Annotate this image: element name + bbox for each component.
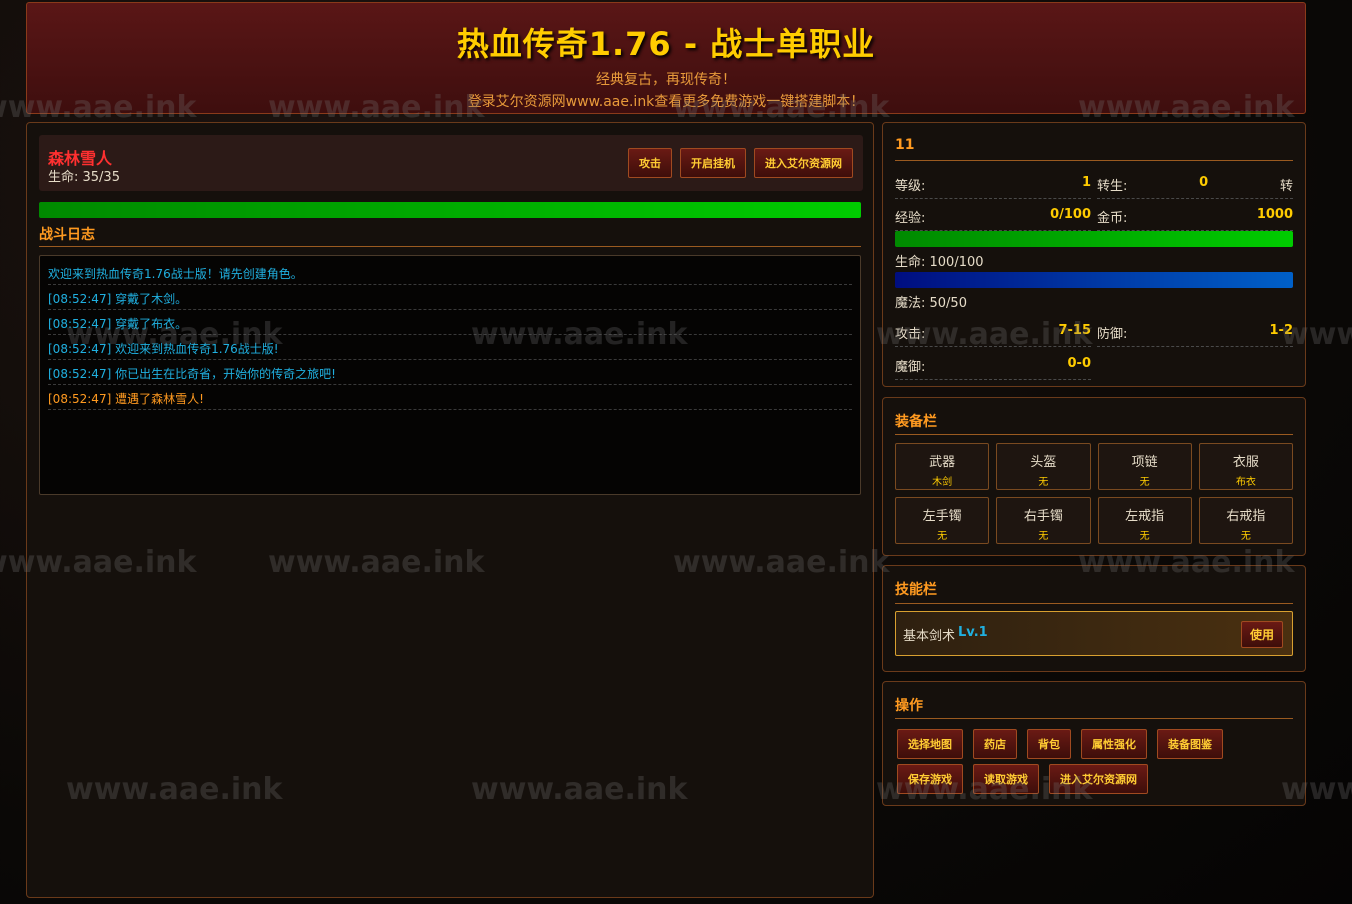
slot-name: 右戒指 (1226, 509, 1266, 524)
skill-level: Lv.1 (958, 625, 988, 640)
action-button[interactable]: 保存游戏 (897, 764, 963, 794)
player-hp-label: 生命: 100/100 (895, 255, 984, 270)
slot-item: 无 (1240, 531, 1251, 542)
equipment-slot[interactable]: 衣服 布衣 (1198, 443, 1293, 490)
monster-hp: 生命: 35/35 (48, 170, 120, 185)
auto-battle-button[interactable]: 开启挂机 (680, 148, 746, 178)
slot-item: 木剑 (932, 477, 953, 488)
attack-value: 7-15 (1058, 323, 1091, 338)
slot-item: 无 (937, 531, 948, 542)
monster-name: 森林雪人 (48, 149, 113, 168)
equipment-slot[interactable]: 项链无 (1097, 443, 1192, 490)
skills-title: 技能栏 (895, 582, 937, 598)
slot-name: 右手镯 (1023, 509, 1063, 524)
equipment-slot[interactable]: 左戒指无 (1097, 497, 1192, 544)
equipment-slot[interactable]: 右戒指无 (1198, 497, 1293, 544)
rebirth-stat: 转生: 0 转 (1097, 171, 1293, 199)
player-hp-bar (895, 231, 1293, 247)
skill-item: 基本剑术 Lv.1 使用 (895, 611, 1293, 656)
action-button[interactable]: 选择地图 (897, 729, 963, 759)
action-button[interactable]: 进入艾尔资源网 (1049, 764, 1148, 794)
magic-defense-label: 魔御: (895, 360, 926, 375)
skill-name: 基本剑术 (903, 629, 956, 644)
subtitle: 经典复古，再现传奇！ (596, 72, 736, 88)
rebirth-label: 转生: (1097, 179, 1128, 194)
battle-panel: 森林雪人 生命: 35/35 攻击 开启挂机 进入艾尔资源网 战斗日志 欢迎来到… (26, 122, 874, 898)
equipment-slot[interactable]: 左手镯无 (895, 497, 990, 544)
defense-label: 防御: (1097, 327, 1128, 342)
slot-name: 衣服 (1232, 455, 1259, 470)
level-label: 等级: (895, 179, 926, 194)
divider (39, 246, 861, 247)
slot-item: 无 (1139, 531, 1150, 542)
log-entry: [08:52:47] 遭遇了森林雪人! (48, 385, 852, 410)
log-entry: [08:52:47] 你已出生在比奇省，开始你的传奇之旅吧! (48, 360, 852, 385)
slot-name: 左手镯 (922, 509, 962, 524)
rebirth-value: 0 (1199, 175, 1209, 190)
action-button[interactable]: 属性强化 (1081, 729, 1147, 759)
character-panel: 11 等级: 1 转生: 0 转 经验: 0/100 金币: 1000 生命: 100/1… (882, 122, 1306, 387)
slot-name: 武器 (929, 455, 956, 470)
log-entry: 欢迎来到热血传奇1.76战士版！请先创建角色。 (48, 260, 852, 285)
defense-stat: 防御: 1-2 (1097, 319, 1293, 347)
equipment-slot[interactable]: 右手镯无 (996, 497, 1091, 544)
slot-item: 布衣 (1235, 477, 1256, 488)
player-mp-label: 魔法: 50/50 (895, 296, 967, 311)
log-entry: [08:52:47] 穿戴了木剑。 (48, 285, 852, 310)
divider (895, 160, 1293, 161)
promo-text: 登录艾尔资源网www.aae.ink查看更多免费游戏一键搭建脚本！ (467, 94, 865, 110)
use-skill-button[interactable]: 使用 (1240, 621, 1283, 648)
rebirth-unit: 转 (1279, 179, 1293, 194)
slot-name: 左戒指 (1125, 509, 1165, 524)
divider (895, 603, 1293, 604)
action-button[interactable]: 装备图鉴 (1157, 729, 1223, 759)
gold-value: 1000 (1256, 207, 1293, 222)
exp-label: 经验: (895, 211, 926, 226)
action-button[interactable]: 背包 (1027, 729, 1071, 759)
log-entry: [08:52:47] 穿戴了布衣。 (48, 310, 852, 335)
battle-log[interactable]: 欢迎来到热血传奇1.76战士版！请先创建角色。 [08:52:47] 穿戴了木剑。… (39, 255, 861, 495)
divider (895, 718, 1293, 719)
equipment-panel: 装备栏 武器 木剑 头盔无项链无衣服 布衣 左手镯无右手镯无左戒指无右戒指无 (882, 397, 1306, 556)
actions-panel: 操作 选择地图 药店 背包 属性强化 装备图鉴保存游戏 读取游戏 进入艾尔资源网 (882, 681, 1306, 806)
skills-panel: 技能栏 基本剑术 Lv.1 使用 (882, 565, 1306, 672)
attack-label: 攻击: (895, 327, 926, 342)
exp-value: 0/100 (1050, 207, 1091, 222)
attack-stat: 攻击: 7-15 (895, 319, 1091, 347)
battle-log-title: 战斗日志 (39, 227, 95, 243)
action-button[interactable]: 药店 (973, 729, 1017, 759)
visit-site-button[interactable]: 进入艾尔资源网 (754, 148, 853, 178)
monster-hp-bar (39, 202, 861, 218)
gold-label: 金币: (1097, 211, 1128, 226)
log-entry: [08:52:47] 欢迎来到热血传奇1.76战士版! (48, 335, 852, 360)
equipment-slot[interactable]: 武器 木剑 (895, 443, 990, 490)
level-stat: 等级: 1 (895, 171, 1091, 199)
equipment-title: 装备栏 (895, 414, 937, 430)
player-name: 11 (895, 137, 915, 153)
slot-name: 项链 (1131, 455, 1158, 470)
exp-stat: 经验: 0/100 (895, 203, 1091, 231)
equipment-slot[interactable]: 头盔无 (996, 443, 1091, 490)
game-header: 热血传奇1.76 - 战士单职业 经典复古，再现传奇！ 登录艾尔资源网www.a… (26, 2, 1306, 114)
defense-value: 1-2 (1269, 323, 1294, 338)
slot-item: 无 (1038, 531, 1049, 542)
slot-item: 无 (1038, 477, 1049, 488)
attack-button[interactable]: 攻击 (628, 148, 672, 178)
level-value: 1 (1081, 175, 1091, 190)
gold-stat: 金币: 1000 (1097, 203, 1293, 231)
magic-defense-stat: 魔御: 0-0 (895, 352, 1091, 380)
slot-name: 头盔 (1030, 455, 1057, 470)
divider (895, 434, 1293, 435)
action-button[interactable]: 读取游戏 (973, 764, 1039, 794)
actions-title: 操作 (895, 698, 923, 714)
slot-item: 无 (1139, 477, 1150, 488)
magic-defense-value: 0-0 (1067, 356, 1092, 371)
page-title: 热血传奇1.76 - 战士单职业 (456, 25, 876, 63)
player-mp-bar (895, 272, 1293, 288)
monster-card: 森林雪人 生命: 35/35 攻击 开启挂机 进入艾尔资源网 (39, 135, 863, 191)
